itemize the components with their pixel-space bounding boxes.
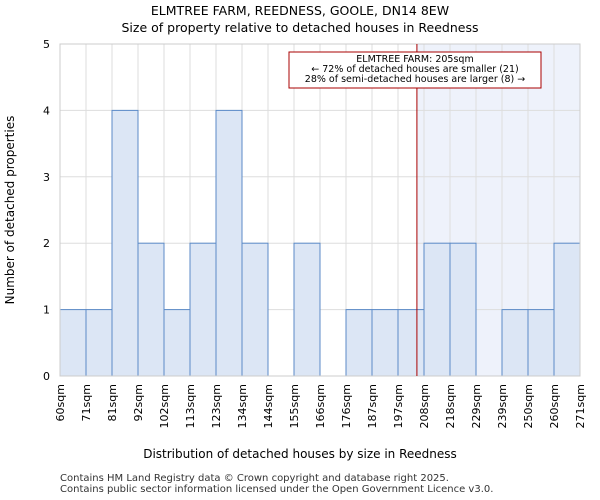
x-tick-label: 250sqm [522, 384, 535, 428]
x-tick-label: 123sqm [210, 384, 223, 428]
y-tick-label: 3 [43, 171, 50, 184]
y-tick-label: 4 [43, 104, 50, 117]
footer-line-2: Contains public sector information licen… [60, 484, 494, 495]
x-tick-label: 113sqm [184, 384, 197, 428]
plot-frame [59, 43, 581, 377]
x-tick-label: 218sqm [444, 384, 457, 428]
chart-subtitle: Size of property relative to detached ho… [122, 20, 479, 35]
annotation-box [288, 51, 542, 89]
histogram-bar [241, 242, 269, 377]
histogram-bar [59, 309, 87, 377]
histogram-bar [397, 309, 425, 377]
x-tick-label: 155sqm [288, 384, 301, 428]
y-tick-label: 5 [43, 38, 50, 51]
histogram-bar [345, 309, 373, 377]
y-axis-label: Number of detached properties [3, 116, 17, 305]
footer-line-1: Contains HM Land Registry data © Crown c… [60, 473, 449, 484]
histogram-bar [449, 242, 477, 377]
histogram-bar [111, 109, 139, 377]
y-tick-label: 1 [43, 304, 50, 317]
histogram-bar [371, 309, 399, 377]
histogram-bar [293, 242, 321, 377]
x-tick-label: 187sqm [366, 384, 379, 428]
plot-area: 0 1 2 3 4 5 60sqm 71sqm 81sqm 92sqm 102sqm 113sqm 12… [43, 38, 587, 428]
histogram-bar [85, 309, 113, 377]
x-tick-label: 71sqm [80, 384, 93, 421]
x-tick-label: 144sqm [262, 384, 275, 428]
histogram-bar [553, 242, 581, 377]
x-tick-label: 208sqm [418, 384, 431, 428]
x-tick-label: 92sqm [132, 384, 145, 421]
histogram-bar [215, 109, 243, 377]
x-tick-label: 134sqm [236, 384, 249, 428]
histogram-bar [189, 242, 217, 377]
annotation-text: ELMTREE FARM: 205sqm [356, 54, 473, 65]
x-tick-label: 229sqm [470, 384, 483, 428]
histogram-bar [501, 309, 529, 377]
annotation-text: 28% of semi-detached houses are larger (… [305, 74, 525, 85]
x-tick-label: 176sqm [340, 384, 353, 428]
x-tick-label: 271sqm [574, 384, 587, 428]
histogram-bar [163, 309, 191, 377]
y-tick-label: 0 [43, 370, 50, 383]
x-axis-label: Distribution of detached houses by size … [143, 447, 457, 461]
chart-title: ELMTREE FARM, REEDNESS, GOOLE, DN14 8EW [151, 3, 449, 18]
x-tick-label: 81sqm [106, 384, 119, 421]
histogram-bar [137, 242, 165, 377]
x-tick-label: 166sqm [314, 384, 327, 428]
footer-attribution: Contains HM Land Registry data © Crown c… [60, 473, 493, 495]
annotation-text: ← 72% of detached houses are smaller (21… [311, 64, 518, 75]
x-tick-label: 102sqm [158, 384, 171, 428]
x-tick-label: 197sqm [392, 384, 405, 428]
x-tick-label: 60sqm [54, 384, 67, 421]
histogram-bar [527, 309, 555, 377]
y-tick-label: 2 [43, 237, 50, 250]
histogram-bar [423, 242, 451, 377]
x-tick-label: 239sqm [496, 384, 509, 428]
x-tick-label: 260sqm [548, 384, 561, 428]
